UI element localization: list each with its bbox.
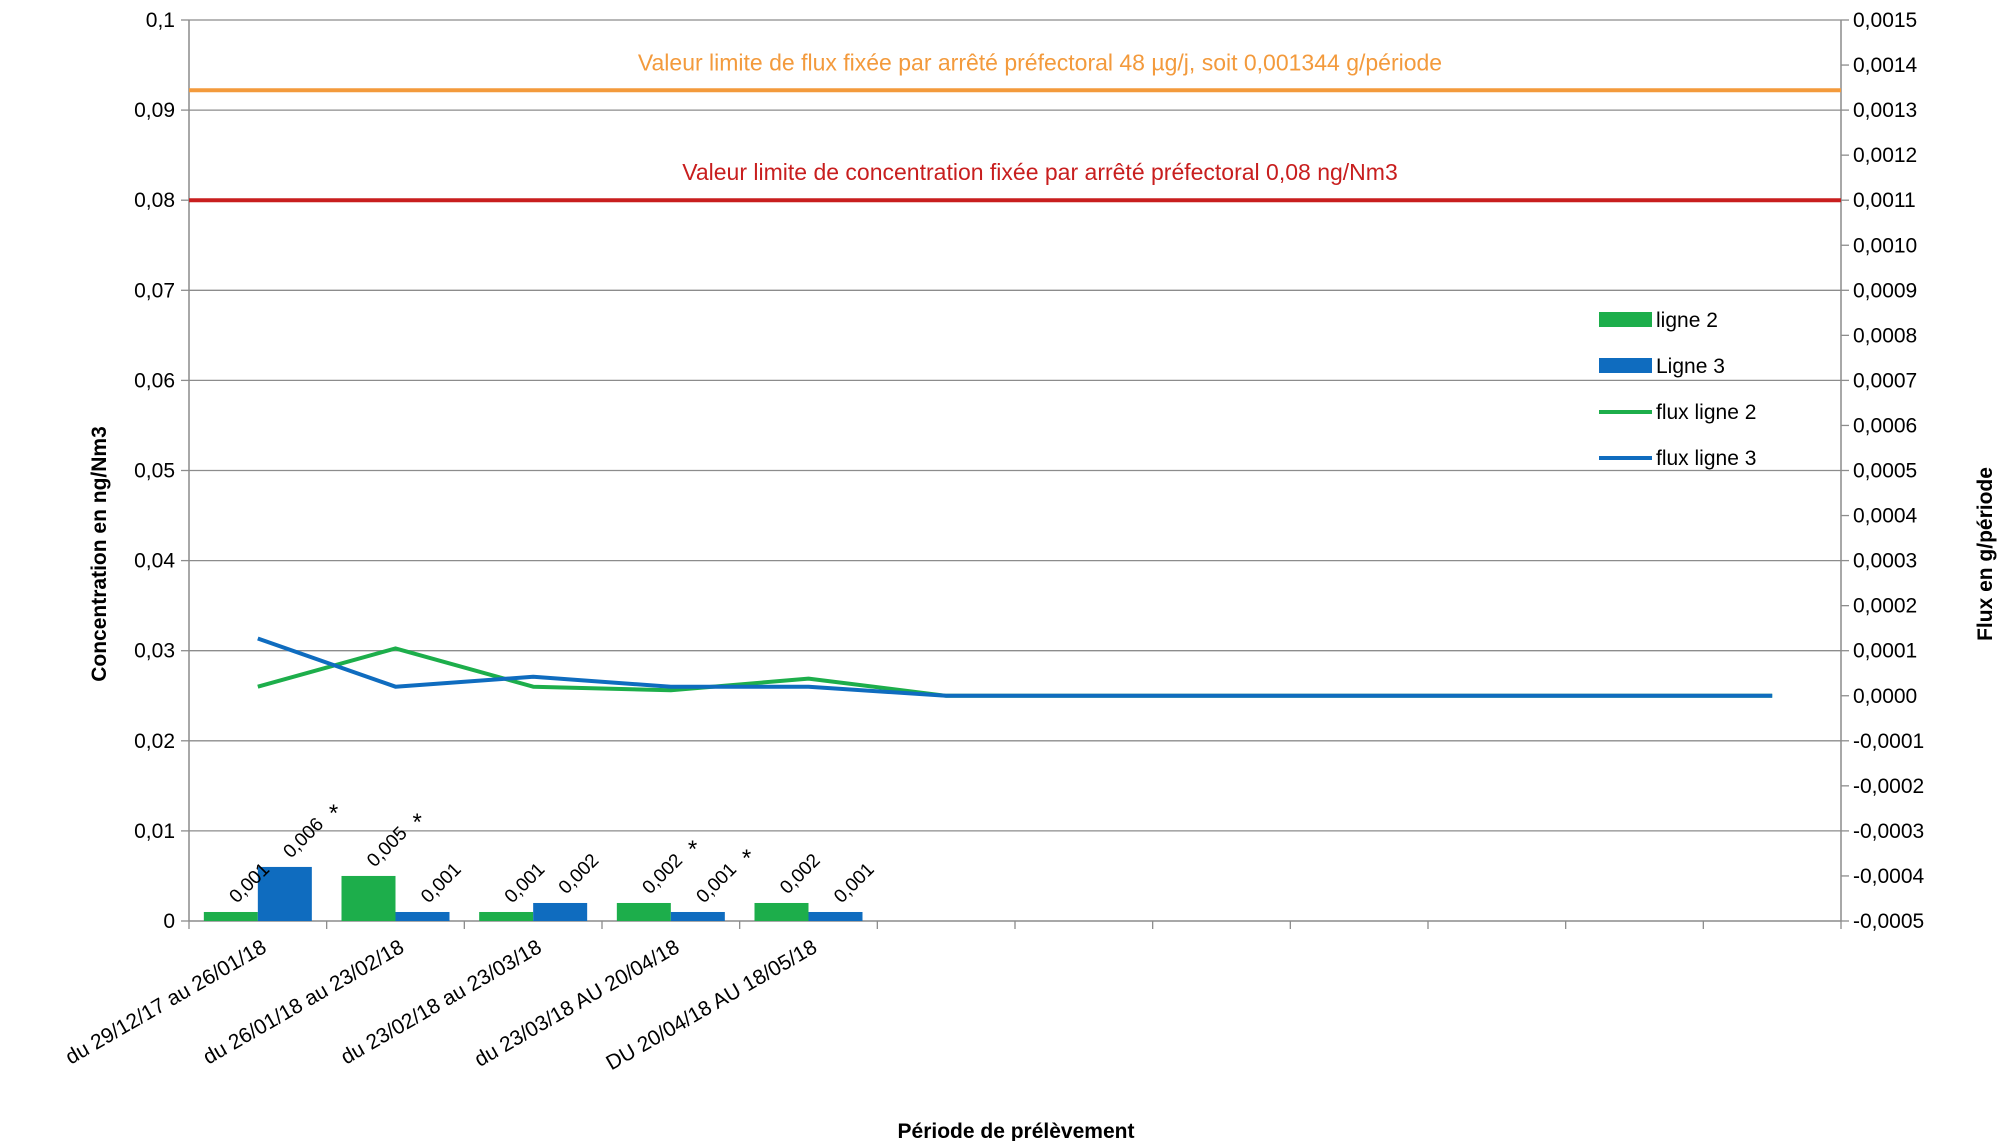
bar-flag-marker: * (329, 800, 338, 827)
legend-label: ligne 2 (1656, 309, 1718, 332)
left-y-axis-title: Concentration en ng/Nm3 (88, 426, 111, 682)
right-tick-label: -0,0003 (1853, 820, 1924, 843)
left-tick-label: 0,08 (134, 189, 175, 212)
bar (616, 902, 671, 921)
legend: ligne 2 Ligne 3 flux ligne 2 flux ligne 3 (1599, 309, 1756, 470)
bar-data-label: 0,002 (776, 850, 824, 898)
left-tick-label: 0,09 (134, 99, 175, 122)
left-tick-label: 0,06 (134, 369, 175, 392)
left-tick-label: 0,03 (134, 640, 175, 663)
bar-data-label: 0,001 (830, 859, 878, 907)
right-y-axis-title: Flux en g/période (1974, 467, 1997, 641)
bar (533, 902, 588, 921)
bar (808, 911, 863, 921)
right-tick-label: 0,0001 (1853, 640, 1917, 663)
gridlines (189, 19, 1841, 832)
bar-data-label: 0,001 (501, 859, 549, 907)
bar-data-label: 0,002 (639, 850, 687, 898)
bar-data-label: 0,001 (693, 859, 741, 907)
left-tick-label: 0,07 (134, 279, 175, 302)
right-tick-label: 0,0014 (1853, 54, 1918, 77)
flux-line (257, 646, 1773, 698)
bar (341, 875, 396, 921)
left-tick-label: 0,05 (134, 460, 175, 483)
bar (203, 911, 258, 921)
right-tick-label: 0,0005 (1853, 460, 1917, 483)
left-tick-label: 0,04 (134, 550, 175, 573)
bar (395, 911, 450, 921)
flux-line (257, 636, 1773, 698)
left-tick-label: 0,1 (146, 9, 175, 32)
right-tick-label: -0,0002 (1853, 775, 1924, 798)
legend-label: flux ligne 3 (1656, 447, 1756, 470)
right-tick-label: 0,0003 (1853, 550, 1917, 573)
right-tick-label: 0,0002 (1853, 595, 1917, 618)
bar-flag-marker: * (742, 845, 751, 872)
legend-swatch (1599, 358, 1652, 373)
bars (203, 866, 863, 921)
x-axis-title: Période de prélèvement (898, 1120, 1135, 1141)
right-tick-label: 0,0011 (1853, 189, 1916, 212)
right-tick-label: 0,0015 (1853, 9, 1917, 32)
legend-label: Ligne 3 (1656, 355, 1725, 378)
right-tick-label: -0,0005 (1853, 910, 1924, 933)
right-tick-label: 0,0009 (1853, 279, 1917, 302)
reference-line-label: Valeur limite de flux fixée par arrêté p… (638, 49, 1442, 75)
reference-line-label: Valeur limite de concentration fixée par… (682, 159, 1398, 185)
right-tick-label: 0,0013 (1853, 99, 1917, 122)
right-tick-label: 0,0012 (1853, 144, 1917, 167)
right-tick-label: 0,0000 (1853, 685, 1917, 708)
right-tick-label: 0,0010 (1853, 234, 1917, 257)
right-tick-label: 0,0006 (1853, 414, 1917, 437)
bar-flag-marker: * (413, 809, 422, 836)
right-tick-label: 0,0007 (1853, 369, 1917, 392)
right-tick-label: -0,0001 (1853, 730, 1924, 753)
legend-swatch (1599, 312, 1652, 327)
axes: 0 0,01 0,02 0,03 0,04 0,05 0,06 0,07 0,08 0,09 0,1… (134, 9, 1924, 933)
bar (754, 902, 809, 921)
bar-data-label: 0,002 (555, 850, 603, 898)
left-tick-label: 0,01 (134, 820, 175, 843)
bar (257, 866, 312, 921)
left-tick-label: 0 (163, 910, 175, 933)
bar-data-label: 0,006 (280, 814, 328, 862)
reference-lines: Valeur limite de flux fixée par arrêté p… (189, 49, 1841, 203)
right-tick-label: -0,0004 (1853, 865, 1925, 888)
bar-flag-marker: * (688, 836, 697, 863)
flux-lines (257, 636, 1773, 698)
bar-data-label: 0,001 (417, 859, 465, 907)
left-tick-label: 0,02 (134, 730, 175, 753)
right-tick-label: 0,0004 (1853, 505, 1918, 528)
bar (670, 911, 725, 921)
bar (479, 911, 534, 921)
right-tick-label: 0,0008 (1853, 324, 1917, 347)
legend-label: flux ligne 2 (1656, 401, 1756, 424)
